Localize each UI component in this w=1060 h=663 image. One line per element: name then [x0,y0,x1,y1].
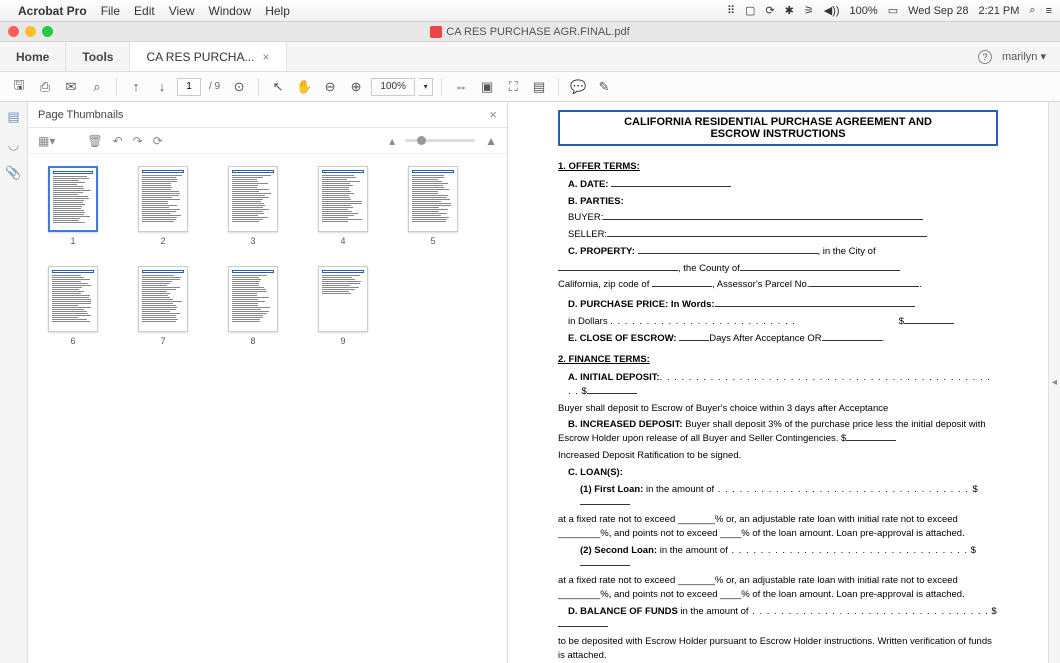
thumbnail-page-3[interactable]: 3 [228,166,278,246]
tab-document-label: CA RES PURCHA... [146,50,254,64]
thumbnail-number: 4 [318,236,368,246]
left-nav-rail: ▤ ◡ 📎 [0,102,28,663]
page-up-icon[interactable]: ↑ [125,76,147,98]
bookmark-icon[interactable]: ◡ [5,136,23,154]
thumb-small-icon: ▴ [389,134,395,148]
sign-icon[interactable]: ✎ [593,76,615,98]
tab-tools[interactable]: Tools [66,42,130,71]
thumbnail-page-6[interactable]: 6 [48,266,98,346]
print-icon[interactable]: ⎙ [34,76,56,98]
zoom-in-icon[interactable]: ⊕ [345,76,367,98]
volume-icon[interactable]: ◀)) [824,4,840,17]
zoom-value[interactable]: 100% [371,78,415,96]
menubar-time[interactable]: 2:21 PM [978,5,1019,17]
mac-menubar: Acrobat Pro File Edit View Window Help ⠿… [0,0,1060,22]
thumbnails-toolbar: ▦▾ 🗑 ↶ ↷ ⟳ ▴ ▲ [28,128,507,154]
thumbnail-number: 5 [408,236,458,246]
battery-text: 100% [850,5,878,17]
tab-close-icon[interactable]: × [262,50,269,64]
app-name[interactable]: Acrobat Pro [18,4,87,18]
menu-file[interactable]: File [101,4,120,18]
thumbnail-page-2[interactable]: 2 [138,166,188,246]
wifi-icon[interactable]: ⚞ [804,4,814,17]
window-titlebar: CA RES PURCHASE AGR.FINAL.pdf [0,22,1060,42]
thumbnail-number: 8 [228,336,278,346]
page-down-icon[interactable]: ↓ [151,76,173,98]
find-page-icon[interactable]: ⊙ [228,76,250,98]
pdf-page: CALIFORNIA RESIDENTIAL PURCHASE AGREEMEN… [508,102,1048,663]
thumbnail-number: 7 [138,336,188,346]
bluetooth-icon[interactable]: ✱ [785,4,794,17]
thumb-rotate-ccw-icon[interactable]: ↶ [113,134,123,148]
save-icon[interactable]: 🖫 [8,76,30,98]
thumbnail-number: 6 [48,336,98,346]
thumbnail-page-9[interactable]: 9 [318,266,368,346]
thumb-insert-icon[interactable]: ⟳ [153,134,163,148]
toolbar: 🖫 ⎙ ✉ ⌕ ↑ ↓ / 9 ⊙ ↖ ✋ ⊖ ⊕ 100% ▾ ⇔ ▣ ⛶ ▤… [0,72,1060,102]
braille-icon[interactable]: ⠿ [727,4,735,17]
thumbnails-title: Page Thumbnails [38,109,123,121]
page-number-input[interactable] [177,78,201,96]
user-menu[interactable]: marilyn ▾ [1002,50,1046,63]
display-icon[interactable]: ▢ [745,4,755,17]
zoom-dropdown-icon[interactable]: ▾ [419,78,433,96]
thumbnail-number: 3 [228,236,278,246]
menu-help[interactable]: Help [265,4,290,18]
thumbnail-page-5[interactable]: 5 [408,166,458,246]
thumb-rotate-cw-icon[interactable]: ↷ [133,134,143,148]
attachment-icon[interactable]: 📎 [5,164,23,182]
section-finance-terms: 2. FINANCE TERMS: [558,353,998,367]
sync-icon[interactable]: ⟳ [765,4,774,17]
thumbnails-panel: Page Thumbnails × ▦▾ 🗑 ↶ ↷ ⟳ ▴ ▲ 1 2 3 4 5 6 7… [28,102,508,663]
thumbnail-number: 9 [318,336,368,346]
fit-page-icon[interactable]: ▣ [476,76,498,98]
page-total: / 9 [209,81,220,92]
pdf-icon [430,26,442,38]
tab-document[interactable]: CA RES PURCHA... × [130,42,286,71]
menu-edit[interactable]: Edit [134,4,155,18]
zoom-out-icon[interactable]: ⊖ [319,76,341,98]
thumbnail-page-7[interactable]: 7 [138,266,188,346]
thumbnail-page-8[interactable]: 8 [228,266,278,346]
section-offer-terms: 1. OFFER TERMS: [558,160,998,174]
thumb-size-slider[interactable] [405,139,475,142]
thumb-delete-icon[interactable]: 🗑 [87,134,102,148]
close-panel-icon[interactable]: × [489,107,497,122]
menubar-date[interactable]: Wed Sep 28 [908,5,968,17]
help-icon[interactable]: ? [978,50,992,64]
window-title: CA RES PURCHASE AGR.FINAL.pdf [446,26,629,38]
spotlight-icon[interactable]: ⌕ [1029,4,1035,17]
thumb-large-icon: ▲ [485,134,497,148]
thumbnails-icon[interactable]: ▤ [5,108,23,126]
menu-list-icon[interactable]: ≡ [1046,5,1052,17]
select-tool-icon[interactable]: ↖ [267,76,289,98]
menu-view[interactable]: View [169,4,195,18]
top-tab-bar: Home Tools CA RES PURCHA... × ? marilyn … [0,42,1060,72]
thumbnails-grid: 1 2 3 4 5 6 7 8 9 [28,154,507,358]
battery-icon: ▭ [888,4,898,17]
thumbnail-number: 2 [138,236,188,246]
thumbnail-page-1[interactable]: 1 [48,166,98,246]
document-area[interactable]: CALIFORNIA RESIDENTIAL PURCHASE AGREEMEN… [508,102,1048,663]
right-panel-toggle[interactable]: ◂ [1048,102,1060,663]
menu-window[interactable]: Window [209,4,252,18]
tab-home[interactable]: Home [0,42,66,71]
mail-icon[interactable]: ✉ [60,76,82,98]
search-icon[interactable]: ⌕ [86,76,108,98]
thumbnail-page-4[interactable]: 4 [318,166,368,246]
thumbnail-number: 1 [48,236,98,246]
comment-icon[interactable]: 💬 [567,76,589,98]
doc-title-box: CALIFORNIA RESIDENTIAL PURCHASE AGREEMEN… [558,110,998,146]
read-mode-icon[interactable]: ▤ [528,76,550,98]
fullscreen-icon[interactable]: ⛶ [502,76,524,98]
fit-width-icon[interactable]: ⇔ [450,76,472,98]
hand-tool-icon[interactable]: ✋ [293,76,315,98]
thumb-options-icon[interactable]: ▦▾ [38,134,55,148]
